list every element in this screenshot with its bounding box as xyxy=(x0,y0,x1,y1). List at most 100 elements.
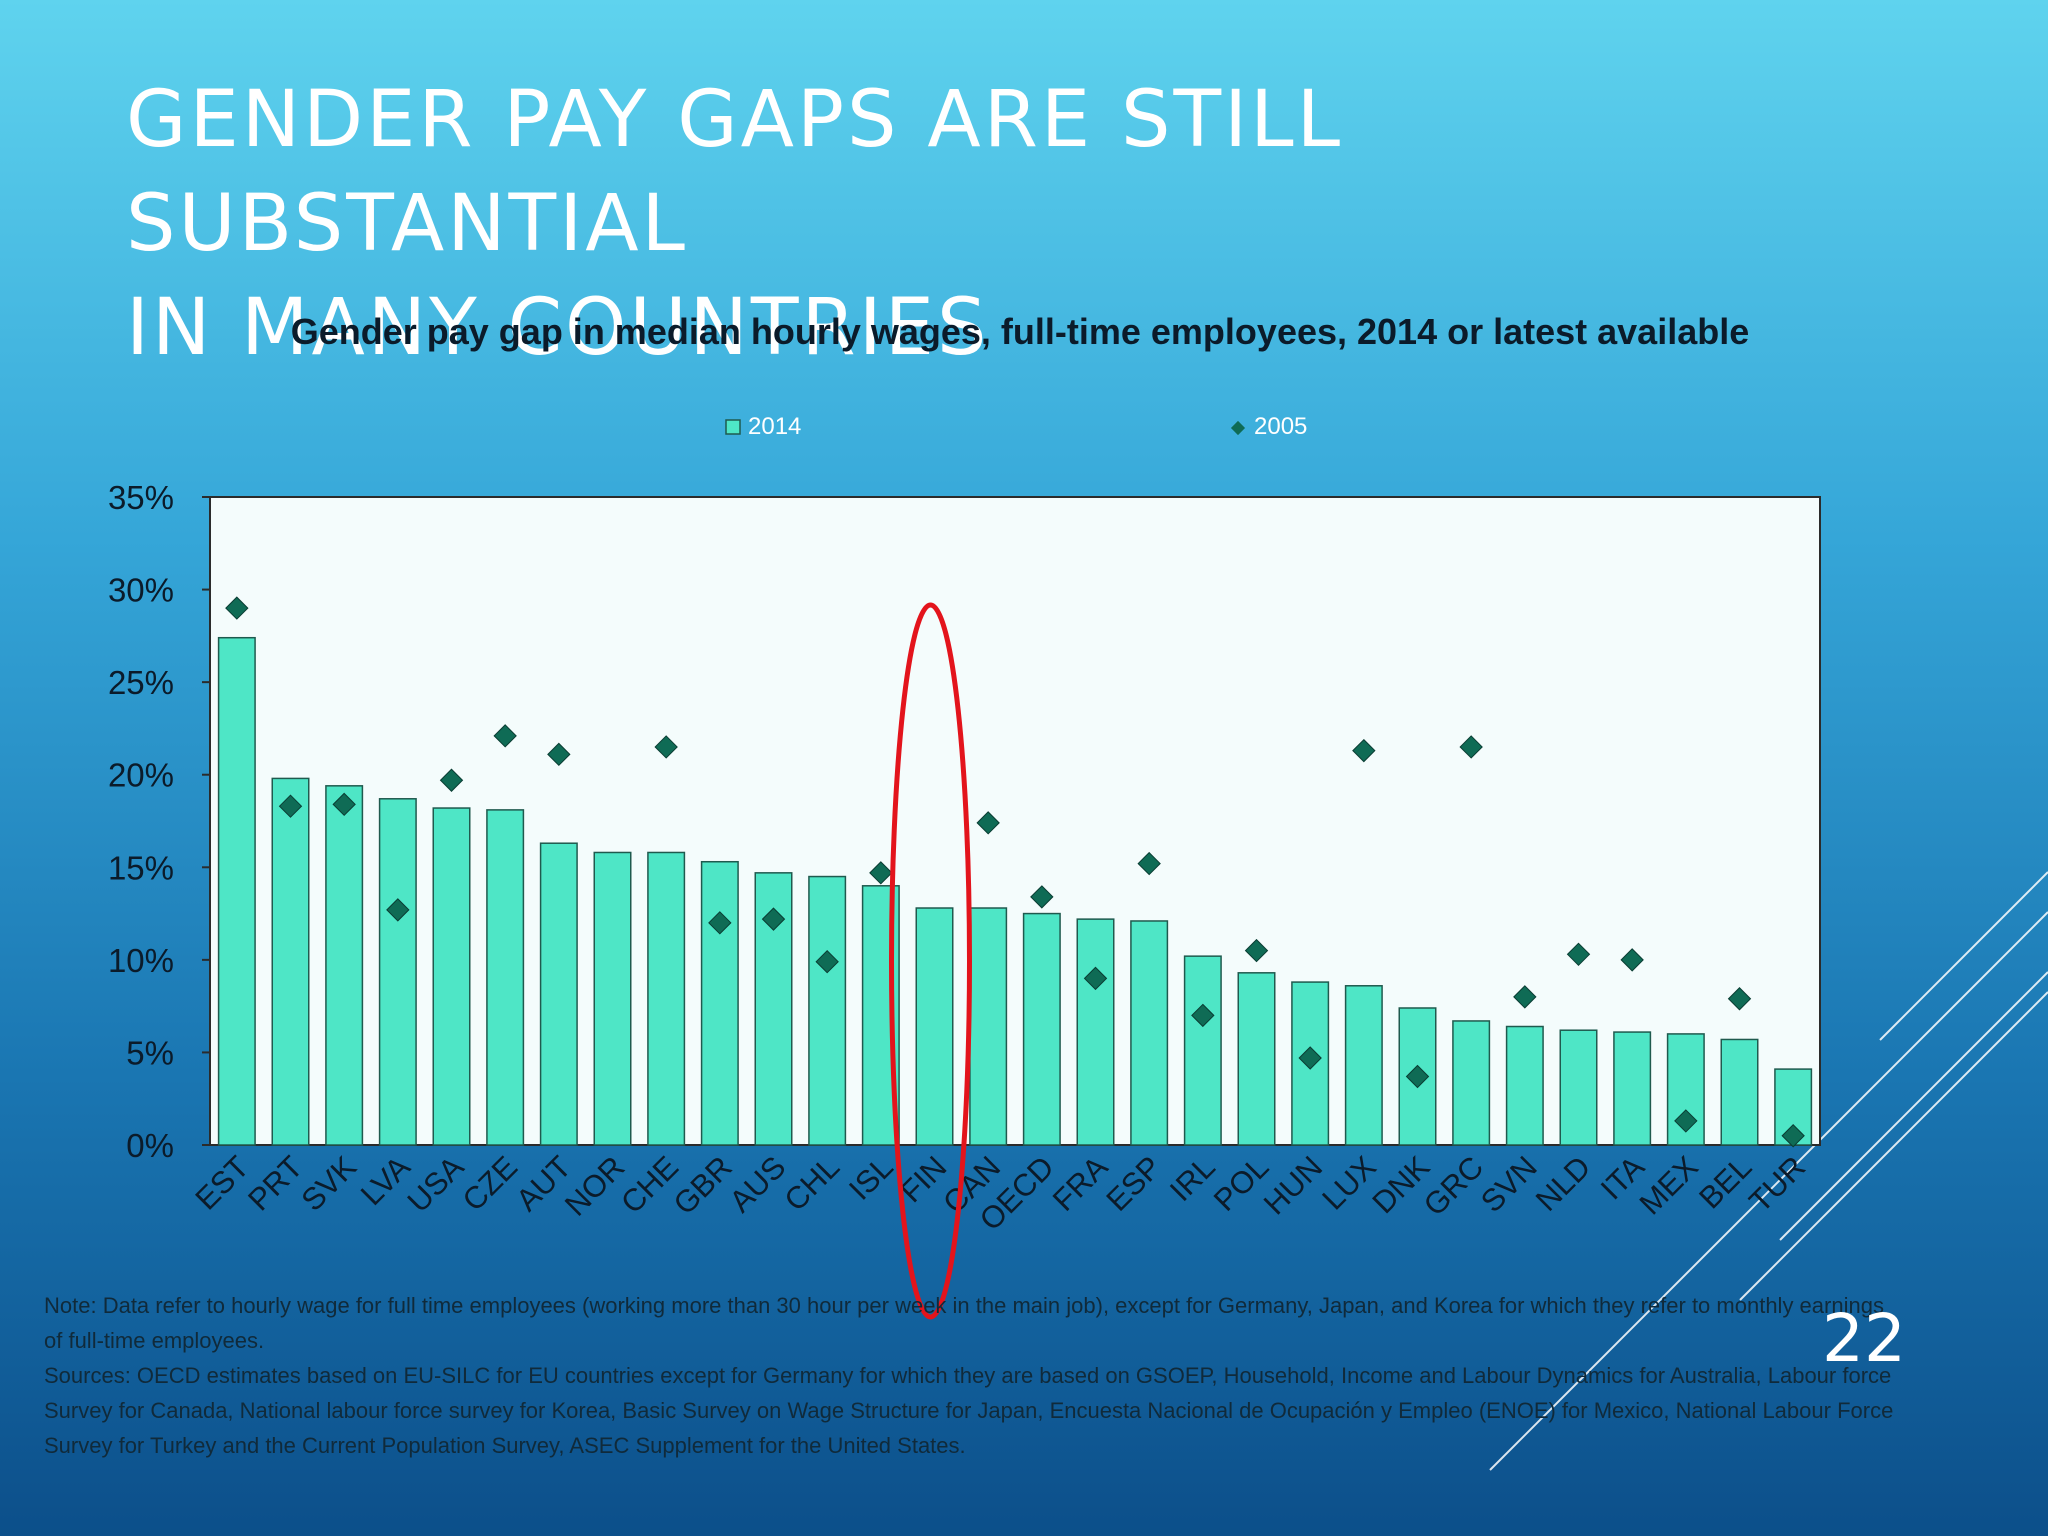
marker-2005-usa xyxy=(439,768,464,792)
page-number: 22 xyxy=(1822,1300,1906,1377)
x-label-nor: NOR xyxy=(558,1149,631,1222)
chart-legend[interactable]: 2014 2005 xyxy=(725,413,1307,440)
bar-2014-est xyxy=(217,636,256,1146)
marker-2005-oecd xyxy=(1030,885,1054,909)
x-label-esp: ESP xyxy=(1100,1149,1169,1218)
x-label-est: EST xyxy=(188,1149,255,1216)
decorative-diagonal-lines xyxy=(1489,871,2048,1471)
bar-2014-fin xyxy=(915,907,954,1146)
x-label-grc: GRC xyxy=(1417,1149,1490,1222)
marker-2005-ita xyxy=(1620,948,1644,972)
marker-2005-svn xyxy=(1513,985,1537,1009)
y-tick-label: 0% xyxy=(126,1127,174,1164)
x-label-fra: FRA xyxy=(1046,1149,1115,1218)
y-tick-label: 30% xyxy=(108,572,174,609)
note-text: Note: Data refer to hourly wage for full… xyxy=(44,1293,1884,1353)
slide-title-line-2: IN MANY COUNTRIES xyxy=(126,283,990,373)
marker-2005-chl xyxy=(815,950,839,974)
bar-2014-fra xyxy=(1076,918,1115,1146)
marker-2005-irl xyxy=(1191,1003,1215,1028)
marker-2005-cze xyxy=(493,724,517,748)
x-label-usa: USA xyxy=(401,1149,471,1219)
bar-2014-gbr xyxy=(700,860,739,1146)
x-label-hun: HUN xyxy=(1257,1149,1329,1221)
decor-line xyxy=(1739,991,2048,1301)
x-label-pol: POL xyxy=(1207,1149,1276,1218)
y-tick-label: 15% xyxy=(108,849,174,886)
marker-2005-bel xyxy=(1727,987,1752,1011)
marker-2005-prt xyxy=(278,794,303,818)
highlight-ellipse xyxy=(889,602,972,1320)
slide-title: GENDER PAY GAPS ARE STILL SUBSTANTIAL IN… xyxy=(126,68,1906,380)
bar-2014-nld xyxy=(1559,1029,1598,1146)
marker-2005-est xyxy=(225,596,249,620)
x-label-gbr: GBR xyxy=(667,1149,739,1221)
bar-2014-usa xyxy=(432,807,471,1146)
legend-label-2014: 2014 xyxy=(748,413,801,440)
marker-2005-nld xyxy=(1566,942,1591,967)
bar-2014-che xyxy=(647,851,686,1146)
marker-2005-lva xyxy=(386,898,410,922)
x-axis-labels: ESTPRTSVKLVAUSACZEAUTNORCHEGBRAUSCHLISLF… xyxy=(188,1149,1812,1237)
decor-line xyxy=(1489,911,2048,1471)
bar-2014-grc xyxy=(1452,1020,1491,1146)
legend-label-2005: 2005 xyxy=(1254,413,1307,440)
marker-2005-aut xyxy=(547,742,571,767)
bar-2014-pol xyxy=(1237,972,1276,1146)
marker-2005-tur xyxy=(1781,1124,1805,1148)
bar-2014-nor xyxy=(593,851,632,1146)
bar-2014-lva xyxy=(378,798,417,1146)
marker-2005-can xyxy=(976,811,1000,835)
bar-2014-svn xyxy=(1505,1025,1544,1146)
x-label-isl: ISL xyxy=(842,1149,900,1207)
marker-2005-isl xyxy=(869,861,893,885)
bar-2014-can xyxy=(969,907,1008,1146)
x-label-aus: AUS xyxy=(723,1149,793,1219)
y-tick-label: 35% xyxy=(108,479,174,516)
marker-2005-lux xyxy=(1352,738,1376,763)
legend-swatch-2005 xyxy=(1230,420,1246,436)
x-label-prt: PRT xyxy=(241,1149,309,1217)
y-axis: 0% 5% 10% 15% 20% 25% 30% 35% xyxy=(108,479,210,1164)
bars-2014 xyxy=(217,636,1813,1146)
bar-2014-oecd xyxy=(1022,912,1061,1146)
legend-swatch-2014 xyxy=(725,419,741,435)
marker-2005-aus xyxy=(761,907,786,931)
marker-2005-pol xyxy=(1244,938,1269,963)
x-label-nld: NLD xyxy=(1529,1149,1598,1218)
bar-2014-aut xyxy=(539,842,578,1146)
bar-2014-bel xyxy=(1720,1038,1759,1146)
marker-2005-esp xyxy=(1137,851,1161,876)
marker-2005-dnk xyxy=(1405,1064,1430,1089)
slide-title-line-1: GENDER PAY GAPS ARE STILL SUBSTANTIAL xyxy=(126,75,1344,269)
marker-2005-grc xyxy=(1459,735,1483,759)
y-tick-label: 10% xyxy=(108,942,174,979)
marker-2005-hun xyxy=(1298,1046,1322,1070)
bar-2014-svk xyxy=(325,785,364,1146)
y-tick-label: 5% xyxy=(126,1034,174,1071)
chart-title: Gender pay gap in median hourly wages, f… xyxy=(291,311,1750,352)
y-tick-label: 25% xyxy=(108,664,174,701)
bar-2014-prt xyxy=(271,777,310,1146)
bar-2014-esp xyxy=(1130,920,1169,1146)
sources-text: Sources: OECD estimates based on EU-SILC… xyxy=(44,1363,1894,1458)
x-label-lux: LUX xyxy=(1315,1149,1383,1217)
marker-2005-fra xyxy=(1083,966,1108,991)
marker-2005-che xyxy=(654,735,678,759)
decor-line xyxy=(1779,971,2048,1241)
x-label-dnk: DNK xyxy=(1365,1149,1436,1220)
bar-2014-chl xyxy=(808,875,847,1146)
bar-2014-cze xyxy=(486,809,525,1146)
y-tick-label: 20% xyxy=(108,757,174,794)
markers-2005 xyxy=(225,596,1805,1148)
bar-2014-irl xyxy=(1183,955,1222,1146)
x-label-svn: SVN xyxy=(1474,1149,1544,1219)
decor-line xyxy=(1879,871,2048,1041)
plot-area xyxy=(209,496,1821,1146)
x-label-bel: BEL xyxy=(1692,1149,1758,1215)
x-label-mex: MEX xyxy=(1633,1149,1705,1221)
marker-2005-svk xyxy=(332,792,356,817)
chart-notes: Note: Data refer to hourly wage for full… xyxy=(44,1288,1904,1463)
x-label-svk: SVK xyxy=(295,1149,364,1218)
